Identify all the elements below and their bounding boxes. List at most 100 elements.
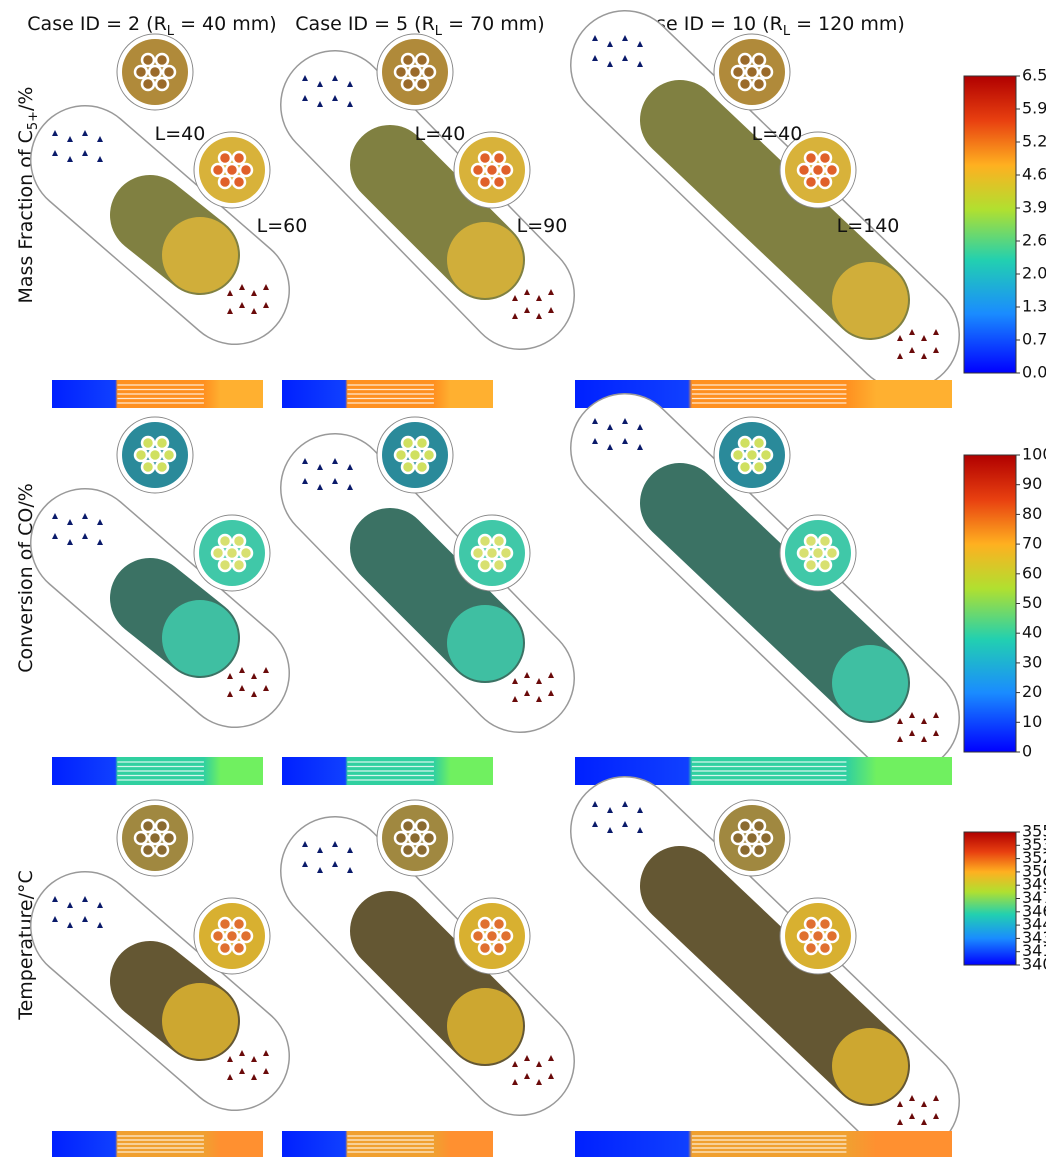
tube-hole (479, 535, 491, 547)
tube-hole (423, 449, 435, 461)
tube-hole (135, 832, 147, 844)
tube-hole (402, 54, 414, 66)
tube-hole (753, 54, 765, 66)
tube-hole (240, 547, 252, 559)
colorbar-tick-label: 4.6 (1022, 165, 1046, 184)
colorbar-tick-label: 2.6 (1022, 231, 1046, 250)
tube-hole (226, 547, 238, 559)
tube-hole (819, 559, 831, 571)
tube-hole (479, 152, 491, 164)
tube-hole (149, 66, 161, 78)
annotation: L=40 (415, 123, 466, 145)
tube-hole (753, 461, 765, 473)
tube-hole (500, 930, 512, 942)
tube-hole (423, 66, 435, 78)
tube-hole (746, 66, 758, 78)
colorbar-tick-label: 40 (1022, 623, 1042, 642)
tube-hole (423, 832, 435, 844)
tube-hole (156, 461, 168, 473)
tube-hole (219, 918, 231, 930)
tube-hole (472, 164, 484, 176)
tube-hole (402, 820, 414, 832)
tube-hole (395, 66, 407, 78)
tube-hole (760, 449, 772, 461)
colorbar-tick-label: 6.5 (1022, 66, 1046, 85)
tube-hole (798, 930, 810, 942)
colorbar-tick-label: 70 (1022, 534, 1042, 553)
tube-hole (416, 461, 428, 473)
tube-hole (472, 547, 484, 559)
tube-hole (732, 66, 744, 78)
tube-hole (156, 820, 168, 832)
tube-hole (493, 942, 505, 954)
tube-hole (156, 844, 168, 856)
tube-hole (233, 559, 245, 571)
tube-hole (479, 559, 491, 571)
colorbar-tick-label: 5.9 (1022, 99, 1046, 118)
colorbar-tick-label: 0.7 (1022, 330, 1046, 349)
tube-hole (493, 176, 505, 188)
tube-hole (212, 930, 224, 942)
colorbar-tick-label: 50 (1022, 593, 1042, 612)
tube-hole (409, 832, 421, 844)
tube-hole (760, 832, 772, 844)
tube-hole (402, 78, 414, 90)
panel (282, 417, 554, 785)
tube-hole (149, 449, 161, 461)
tube-hole (805, 942, 817, 954)
tube-hole (212, 547, 224, 559)
outlet-section (162, 600, 238, 676)
tube-hole (409, 449, 421, 461)
annotation: L=60 (257, 215, 308, 237)
tube-hole (819, 176, 831, 188)
tube-hole (233, 176, 245, 188)
tube-hole (240, 930, 252, 942)
tube-hole (493, 918, 505, 930)
panel (575, 417, 952, 785)
tube-hole (819, 942, 831, 954)
outlet-section (832, 1028, 908, 1104)
tube-hole (219, 152, 231, 164)
annotation: L=40 (155, 123, 206, 145)
tube-hole (739, 78, 751, 90)
tube-hole (142, 820, 154, 832)
tube-hole (142, 78, 154, 90)
tube-hole (805, 535, 817, 547)
tube-hole (142, 437, 154, 449)
annotation: L=40 (752, 123, 803, 145)
tube-hole (149, 832, 161, 844)
tube-hole (500, 547, 512, 559)
tube-hole (798, 547, 810, 559)
tube-hole (402, 461, 414, 473)
row-label: Mass Fraction of C5+/% (15, 86, 41, 303)
outlet-section (162, 217, 238, 293)
tube-hole (493, 559, 505, 571)
tube-hole (819, 152, 831, 164)
tube-hole (479, 918, 491, 930)
tube-hole (812, 930, 824, 942)
tube-hole (753, 820, 765, 832)
tube-hole (233, 918, 245, 930)
tube-hole (753, 78, 765, 90)
tube-hole (409, 66, 421, 78)
tube-hole (812, 164, 824, 176)
outlet-section (832, 645, 908, 721)
tube-hole (219, 559, 231, 571)
tube-hole (233, 535, 245, 547)
tube-hole (416, 78, 428, 90)
tube-hole (486, 930, 498, 942)
colorbar (964, 455, 1016, 752)
tube-hole (739, 54, 751, 66)
tube-hole (416, 437, 428, 449)
panel: L=40 L=60 (52, 34, 307, 408)
tube-hole (826, 930, 838, 942)
row-label: Conversion of CO/% (15, 483, 37, 673)
panel (52, 800, 270, 1157)
tube-hole (416, 844, 428, 856)
tube-hole (226, 930, 238, 942)
panel: L=40L=140 (575, 34, 952, 408)
tube-hole (760, 66, 772, 78)
tube-hole (798, 164, 810, 176)
tube-hole (156, 54, 168, 66)
tube-hole (163, 449, 175, 461)
